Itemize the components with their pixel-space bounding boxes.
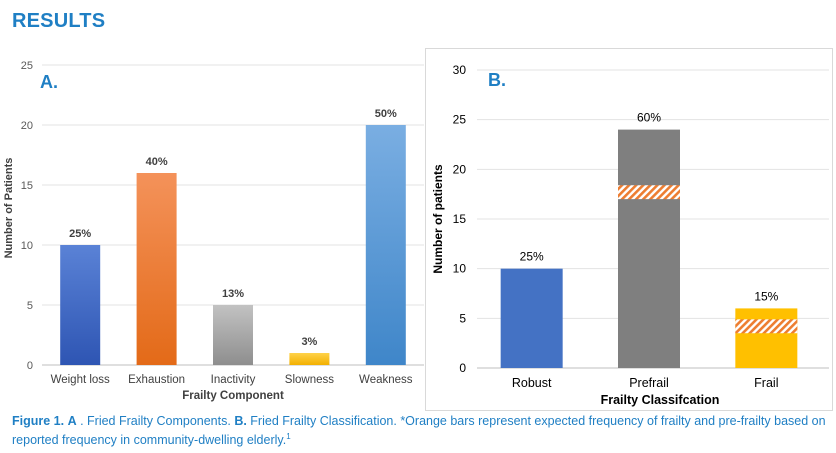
chart-b-data-label: 15% [754, 289, 778, 303]
panel-b-frame [425, 48, 833, 411]
chart-a-ytick-label: 15 [21, 180, 33, 192]
chart-b-xlabel: Frailty Classifcation [601, 393, 720, 407]
chart-b-xtick-label: Robust [512, 376, 552, 390]
figure-caption: Figure 1. A . Fried Frailty Components. … [12, 413, 827, 448]
chart-b-data-label: 25% [520, 250, 544, 264]
chart-a-data-label: 25% [69, 228, 91, 240]
caption-text-b: Fried Frailty Classification. *Orange ba… [12, 414, 826, 448]
chart-b-ytick-label: 5 [459, 311, 466, 325]
page-heading: RESULTS [12, 10, 106, 32]
chart-b-data-label: 60% [637, 111, 661, 125]
chart-b-ytick-label: 20 [453, 162, 467, 176]
chart-a-data-label: 50% [375, 108, 397, 120]
chart-a: 0 5 10 15 20 25 25% 40% 13% 3% 50% Weight loss Exh… [3, 60, 424, 402]
chart-b-ytick-label: 15 [453, 212, 467, 226]
chart-b-ytick-label: 10 [453, 262, 467, 276]
chart-a-bar [365, 125, 406, 365]
chart-a-ytick-label: 25 [21, 60, 33, 72]
chart-a-ytick-label: 0 [27, 360, 33, 372]
chart-a-data-label: 40% [146, 156, 168, 168]
chart-b-bar [735, 308, 798, 368]
chart-b-ytick-label: 30 [453, 63, 467, 77]
chart-b-expected-marker [618, 185, 680, 200]
chart-b-xtick-label: Prefrail [629, 376, 669, 390]
chart-a-bar [136, 173, 177, 365]
panel-b-label: B. [488, 70, 506, 90]
chart-a-ylabel: Number of Patients [3, 158, 15, 259]
chart-b: 0 5 10 15 20 25 30 25% 60% 15% Robust Prefrail Fra… [431, 63, 829, 407]
chart-a-xtick-label: Weakness [359, 374, 413, 386]
caption-text-a: . Fried Frailty Components. [76, 414, 235, 428]
chart-b-expected-marker [735, 319, 798, 334]
chart-b-bar [500, 268, 563, 368]
chart-b-bar [618, 129, 680, 368]
chart-a-xlabel: Frailty Component [182, 390, 284, 402]
chart-b-ytick-label: 25 [453, 113, 467, 127]
chart-a-ytick-label: 5 [27, 300, 33, 312]
chart-a-xtick-label: Inactivity [211, 374, 256, 386]
chart-a-bar [213, 305, 253, 365]
chart-b-xtick-label: Frail [754, 376, 778, 390]
caption-a-label: A [67, 414, 77, 428]
chart-b-ytick-label: 0 [459, 361, 466, 375]
caption-superscript: 1 [286, 432, 291, 441]
chart-b-ylabel: Number of patients [431, 164, 445, 274]
chart-a-xtick-label: Slowness [285, 374, 334, 386]
chart-a-data-label: 13% [222, 288, 244, 300]
chart-a-ytick-label: 20 [21, 120, 33, 132]
chart-a-bar [60, 245, 101, 365]
chart-a-data-label: 3% [301, 336, 317, 348]
panel-a-label: A. [40, 72, 58, 92]
chart-a-ytick-label: 10 [21, 240, 33, 252]
chart-a-xtick-label: Weight loss [51, 374, 110, 386]
caption-b-label: B. [234, 414, 247, 428]
caption-figure-label: Figure 1. [12, 414, 65, 428]
chart-a-xtick-label: Exhaustion [128, 374, 185, 386]
chart-a-bar [289, 353, 330, 365]
